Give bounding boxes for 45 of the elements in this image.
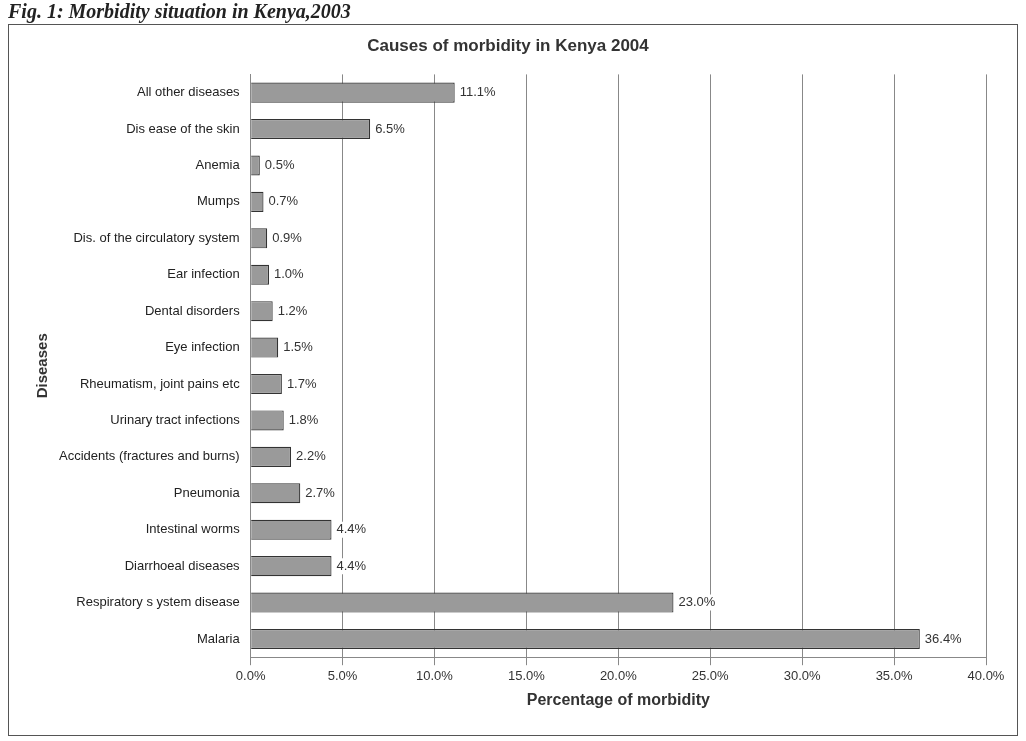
data-label: 0.5% [264, 157, 295, 173]
x-tick-label: 15.0% [507, 667, 546, 683]
x-axis-title: Percentage of morbidity [526, 690, 710, 708]
data-label: 0.7% [268, 193, 299, 209]
data-label: 6.5% [375, 120, 406, 136]
data-label: 1.2% [277, 302, 308, 318]
y-tick-label: Malaria [197, 630, 241, 646]
data-label: 1.8% [288, 412, 319, 428]
x-tick-label: 35.0% [875, 667, 913, 683]
y-axis-title: Diseases [33, 333, 51, 399]
data-label: 2.7% [305, 484, 336, 500]
y-tick-label: Pneumonia [173, 484, 241, 500]
y-tick-label: Accidents (fractures and burns) [58, 448, 240, 464]
y-tick-label: Respiratory s ystem disease [76, 594, 240, 610]
y-tick-label: Anemia [195, 157, 241, 173]
x-tick-label: 25.0% [691, 667, 730, 683]
x-tick-label: 30.0% [783, 667, 822, 683]
x-tick-label: 20.0% [599, 667, 638, 683]
y-tick-label: Diarrhoeal diseases [124, 557, 241, 573]
x-tick-label: 40.0% [967, 667, 1005, 683]
y-tick-label: Mumps [197, 193, 241, 209]
y-tick-label: Rheumatism, joint pains etc [79, 375, 241, 391]
data-label: 2.2% [296, 448, 327, 464]
data-label: 11.1% [459, 84, 497, 100]
data-label: 36.4% [924, 630, 963, 646]
x-tick-label: 10.0% [416, 667, 454, 683]
y-tick-label: Dental disorders [144, 302, 241, 318]
caption: Fig. 1: Morbidity situation in Kenya,2003 [8, 0, 351, 23]
y-tick-label: Dis ease of the skin [126, 120, 240, 136]
y-tick-label: Dis. of the circulatory system [73, 229, 240, 245]
data-label: 4.4% [336, 521, 367, 537]
data-label: 4.4% [336, 557, 367, 573]
x-tick-label: 0.0% [235, 667, 266, 683]
y-tick-label: Intestinal worms [145, 521, 241, 537]
data-label: 1.0% [274, 266, 305, 282]
y-tick-label: Eye infection [165, 339, 240, 355]
y-tick-label: Ear infection [167, 266, 240, 282]
y-tick-label: Urinary tract infections [110, 412, 241, 428]
chart-title: Causes of morbidity in Kenya 2004 [367, 35, 650, 55]
data-label: 0.9% [272, 229, 303, 245]
data-label: 1.7% [286, 375, 317, 391]
data-label: 1.5% [283, 339, 314, 355]
data-label: 23.0% [678, 594, 716, 610]
x-tick-label: 5.0% [327, 667, 358, 683]
y-tick-label: All other diseases [137, 84, 241, 100]
